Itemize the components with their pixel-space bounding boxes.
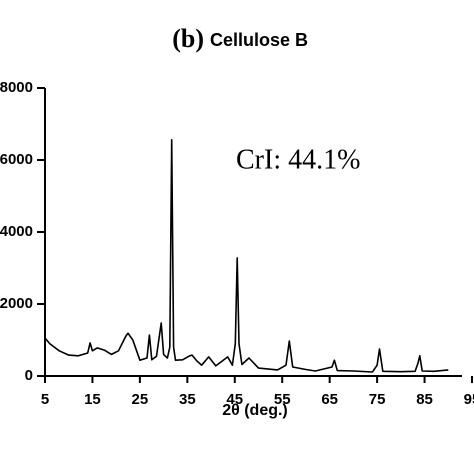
y-tick-label: 8000	[0, 79, 33, 96]
y-tick-label: 0	[25, 367, 33, 384]
x-tick-label: 5	[41, 391, 49, 408]
x-tick-label: 85	[416, 391, 433, 408]
y-tick-label: 4000	[0, 223, 33, 240]
x-tick-label: 45	[226, 391, 243, 408]
x-axis-label: 2θ (deg.)	[222, 402, 288, 419]
y-tick-label: 6000	[0, 151, 33, 168]
x-tick-label: 15	[84, 391, 101, 408]
x-tick-label: 75	[369, 391, 386, 408]
panel-label: (b)	[172, 24, 204, 53]
chart-title: Cellulose B	[210, 30, 308, 50]
x-tick-label: 95	[464, 391, 474, 408]
data-line	[44, 139, 449, 373]
y-tick-label: 2000	[0, 295, 33, 312]
x-tick-label: 25	[132, 391, 149, 408]
x-tick-label: 55	[274, 391, 291, 408]
x-tick-label: 65	[321, 391, 338, 408]
x-tick-label: 35	[179, 391, 196, 408]
annotation: CrI: 44.1%	[236, 144, 360, 175]
